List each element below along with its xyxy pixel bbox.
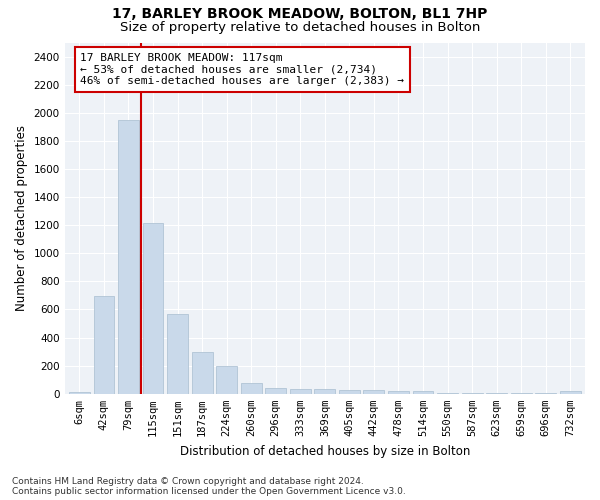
Text: Size of property relative to detached houses in Bolton: Size of property relative to detached ho… <box>120 21 480 34</box>
Bar <box>191 352 212 394</box>
Bar <box>511 393 532 394</box>
Bar <box>94 296 115 394</box>
Bar <box>69 392 90 394</box>
Bar <box>167 314 188 394</box>
Bar <box>388 392 409 394</box>
Bar <box>461 393 482 394</box>
Bar <box>118 120 139 394</box>
Text: Contains HM Land Registry data © Crown copyright and database right 2024.
Contai: Contains HM Land Registry data © Crown c… <box>12 476 406 496</box>
Bar <box>486 393 507 394</box>
Text: 17 BARLEY BROOK MEADOW: 117sqm
← 53% of detached houses are smaller (2,734)
46% : 17 BARLEY BROOK MEADOW: 117sqm ← 53% of … <box>80 53 404 86</box>
Bar <box>364 390 385 394</box>
Bar <box>339 390 360 394</box>
Bar <box>290 389 311 394</box>
Bar <box>265 388 286 394</box>
Bar <box>216 366 237 394</box>
Y-axis label: Number of detached properties: Number of detached properties <box>15 125 28 311</box>
Bar <box>535 393 556 394</box>
Bar <box>437 393 458 394</box>
Bar <box>143 223 163 394</box>
X-axis label: Distribution of detached houses by size in Bolton: Distribution of detached houses by size … <box>179 444 470 458</box>
Bar <box>241 383 262 394</box>
Bar <box>560 392 581 394</box>
Bar <box>314 389 335 394</box>
Text: 17, BARLEY BROOK MEADOW, BOLTON, BL1 7HP: 17, BARLEY BROOK MEADOW, BOLTON, BL1 7HP <box>112 8 488 22</box>
Bar <box>413 390 433 394</box>
